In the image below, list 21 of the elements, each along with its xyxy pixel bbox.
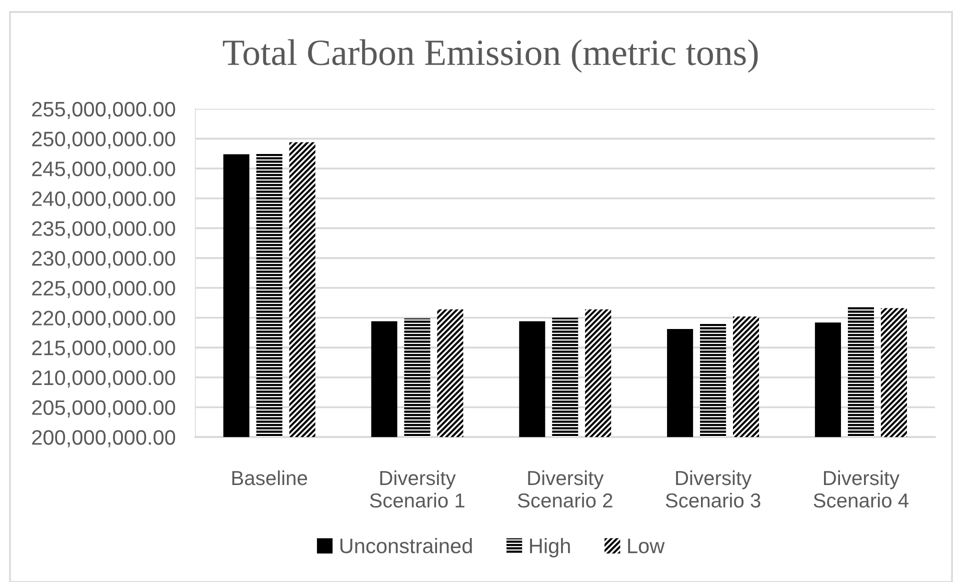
y-tick-label: 255,000,000.00 <box>32 102 176 120</box>
y-tick-label: 225,000,000.00 <box>32 280 176 298</box>
y-tick-label: 210,000,000.00 <box>32 370 176 388</box>
chart-title: Total Carbon Emission (metric tons) <box>222 39 758 73</box>
y-tick-label: 245,000,000.00 <box>32 162 176 179</box>
x-tick-label: Baseline <box>232 470 308 486</box>
y-tick-label: 230,000,000.00 <box>32 251 176 268</box>
y-tick-label: 215,000,000.00 <box>32 340 176 358</box>
y-tick-label: 240,000,000.00 <box>32 191 176 209</box>
y-tick-label: 200,000,000.00 <box>32 430 176 448</box>
legend-label: Low <box>628 538 665 554</box>
y-tick-label: 250,000,000.00 <box>32 132 176 149</box>
legend-label: Unconstrained <box>340 538 472 554</box>
legend-label: High <box>530 538 570 558</box>
y-tick-label: 220,000,000.00 <box>32 310 176 328</box>
y-tick-label: 205,000,000.00 <box>32 400 176 418</box>
x-tick-label: Diversity Scenario 2 <box>518 470 612 508</box>
y-tick-label: 235,000,000.00 <box>32 221 176 238</box>
x-tick-label: Diversity Scenario 4 <box>814 470 908 508</box>
x-tick-label: Diversity Scenario 1 <box>370 470 464 508</box>
x-tick-label: Diversity Scenario 3 <box>666 470 760 508</box>
